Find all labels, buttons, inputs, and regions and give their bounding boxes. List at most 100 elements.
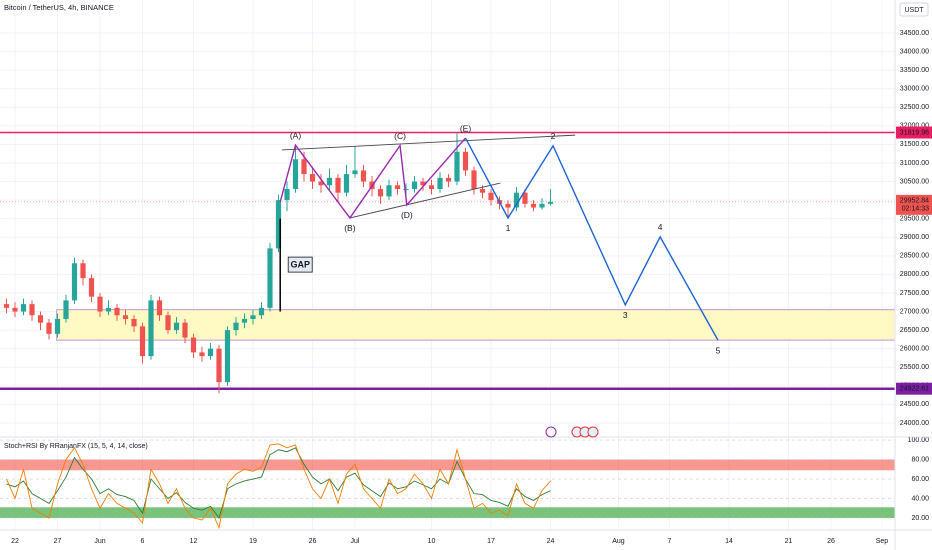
x-tick-label: 26 [827, 538, 835, 545]
y-tick-label: 32000.00 [900, 123, 929, 130]
candle-body [199, 352, 205, 357]
candle-body [445, 177, 452, 182]
y-tick-label: 27000.00 [900, 308, 929, 315]
candle-body [326, 177, 333, 186]
y-tick-label: 28000.00 [900, 271, 929, 278]
support-zone [56, 309, 896, 341]
x-tick-label: Jul [351, 538, 360, 545]
candle-body [173, 322, 180, 331]
trendline [281, 134, 576, 151]
candle-body [80, 263, 86, 279]
x-tick-label: 19 [249, 538, 257, 545]
candle-body [309, 174, 316, 182]
x-tick-label: 27 [54, 538, 62, 545]
candle-body [403, 188, 409, 190]
event-icon[interactable] [587, 426, 599, 438]
wave-label: (A) [290, 130, 302, 140]
y-tick-label: 29500.00 [900, 216, 929, 223]
last-price-label: 29952.84 [900, 198, 929, 205]
y-tick-label: 30500.00 [900, 178, 929, 185]
y-tick-label: 34500.00 [900, 30, 929, 37]
price-line-label: 24922.61 [900, 386, 929, 393]
wave-label: (D) [401, 210, 413, 220]
x-tick-label: Jun [94, 538, 105, 545]
x-tick-label: 7 [668, 538, 672, 545]
candle-body [275, 200, 282, 249]
y-tick-label: 26000.00 [900, 346, 929, 353]
candle-body [301, 159, 307, 175]
event-icons[interactable] [545, 426, 599, 438]
currency[interactable]: USDT [904, 7, 924, 14]
candle-body [12, 307, 18, 312]
indicator-tick-label: 100.00 [908, 437, 930, 444]
indicator-zone [0, 459, 895, 471]
y-tick-label: 24000.00 [900, 420, 929, 427]
chart-title: Bitcoin / TetherUS, 4h, BINANCE [4, 3, 114, 12]
wave-path [279, 137, 467, 220]
candle-body [292, 159, 299, 189]
price-line-label: 31819.96 [900, 129, 929, 136]
x-tick-label: 22 [11, 538, 19, 545]
y-tick-label: 24500.00 [900, 401, 929, 408]
wave-label: 1 [506, 223, 511, 233]
x-tick-label: Sep [876, 538, 889, 545]
indicator-line [6, 443, 551, 530]
candle-body [428, 185, 435, 189]
candle-body [216, 348, 222, 383]
candle-body [20, 304, 27, 312]
wave-path [464, 137, 719, 341]
wave-label: 2 [551, 131, 556, 141]
candle-body [479, 188, 486, 193]
candle-body [148, 300, 154, 357]
y-tick-label: 31000.00 [900, 160, 929, 167]
candle-body [335, 177, 341, 193]
candle-body [437, 177, 443, 189]
candle-body [505, 203, 511, 208]
gap-label: GAP [290, 259, 310, 269]
currency-box[interactable] [899, 2, 929, 17]
candle-body [513, 192, 520, 208]
y-tick-label: 27500.00 [900, 290, 929, 297]
candle-body [241, 318, 248, 323]
x-tick-label: 12 [190, 538, 198, 545]
indicator-title: Stoch+RSI By RRanjanFX (15, 5, 4, 14, cl… [4, 443, 148, 450]
price-line-box [896, 382, 932, 395]
candle-body [267, 248, 273, 308]
wave-label: 3 [623, 310, 628, 320]
indicator-tick-label: 80.00 [911, 456, 929, 463]
y-tick-label: 28500.00 [900, 253, 929, 260]
y-tick-label: 33000.00 [900, 86, 929, 93]
candle-body [471, 170, 477, 189]
wave-label: (B) [344, 223, 356, 233]
candle-body [318, 181, 324, 186]
candle-body [165, 315, 171, 331]
event-icon[interactable] [545, 426, 557, 438]
indicator-tick-label: 60.00 [911, 476, 929, 483]
y-tick-label: 31500.00 [900, 141, 929, 148]
candle-body [207, 348, 214, 357]
candle-body [224, 330, 231, 383]
y-tick-label: 25500.00 [900, 364, 929, 371]
x-tick-label: 14 [725, 538, 733, 545]
indicator-tick-label: 40.00 [911, 495, 929, 502]
x-tick-label: 10 [428, 538, 436, 545]
wave-label: 4 [658, 222, 663, 232]
candle-body [29, 304, 35, 316]
candle-body [182, 322, 188, 338]
candle-body [156, 300, 163, 316]
candle-body [547, 201, 554, 204]
candle-body [352, 170, 358, 175]
candle-body [454, 151, 460, 182]
candle-body [530, 203, 537, 208]
candle-body [386, 185, 392, 197]
candle-body [88, 278, 95, 297]
candle-body [122, 315, 129, 319]
x-tick-label: 17 [487, 538, 495, 545]
y-tick-label: 34000.00 [900, 48, 929, 55]
candle-body [250, 315, 256, 319]
x-tick-label: 24 [547, 538, 555, 545]
gap-box [287, 256, 313, 273]
